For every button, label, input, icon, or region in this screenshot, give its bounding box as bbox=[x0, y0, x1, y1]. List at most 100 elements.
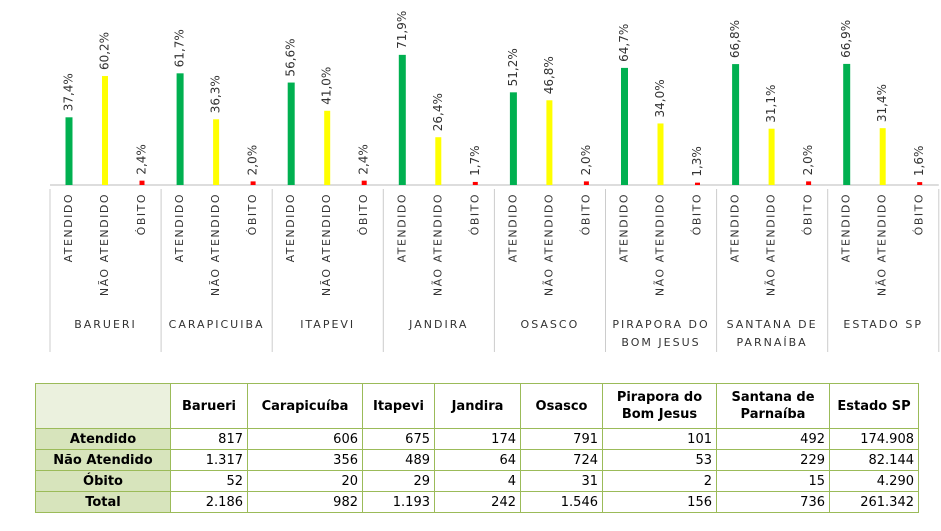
group-label: CARAPICUIBA bbox=[168, 318, 265, 331]
bar bbox=[657, 123, 664, 185]
group-label: PIRAPORA DO BOM JESUS bbox=[612, 318, 710, 349]
table-cell: 156 bbox=[602, 491, 717, 513]
category-label: ATENDIDO bbox=[284, 193, 297, 262]
category-label: ATENDIDO bbox=[173, 193, 186, 262]
value-label: 31,1% bbox=[764, 85, 778, 123]
value-label: 2,4% bbox=[135, 144, 149, 175]
value-label: 41,0% bbox=[320, 67, 334, 105]
table-cell: 982 bbox=[247, 491, 363, 513]
category-label: ATENDIDO bbox=[506, 193, 519, 262]
table-body: Atendido 817 606 675 174 791 101 492 174.908 Não … bbox=[35, 428, 919, 513]
chart: 37,4% ATENDIDO 60,2% NÃO ATENDIDO 2,4% ÓBITO 6… bbox=[49, 11, 940, 352]
bar bbox=[917, 182, 923, 185]
table-row: Total 2.186 982 1.193 242 1.546 156 736 261.342 bbox=[35, 491, 919, 513]
value-label: 31,4% bbox=[875, 84, 889, 122]
table-cell: 1.193 bbox=[362, 491, 435, 513]
bar bbox=[213, 119, 220, 185]
table-cell: 15 bbox=[716, 470, 830, 492]
category-label: NÃO ATENDIDO bbox=[98, 193, 111, 296]
category-label: ÓBITO bbox=[135, 193, 148, 235]
bar bbox=[806, 181, 812, 185]
column-header: Jandira bbox=[434, 383, 521, 429]
row-header: Óbito bbox=[35, 470, 171, 492]
value-label: 2,0% bbox=[801, 145, 815, 176]
category-label: ATENDIDO bbox=[729, 193, 742, 262]
column-header: Carapicuíba bbox=[247, 383, 363, 429]
bar bbox=[250, 181, 256, 185]
category-label: NÃO ATENDIDO bbox=[431, 193, 444, 296]
table-cell: 4.290 bbox=[829, 470, 919, 492]
bar bbox=[732, 64, 740, 185]
category-label: ÓBITO bbox=[468, 193, 481, 235]
bar bbox=[509, 92, 517, 185]
category-label: ATENDIDO bbox=[618, 193, 631, 262]
table-cell: 229 bbox=[716, 449, 830, 471]
table-cell: 2.186 bbox=[170, 491, 248, 513]
table-cell: 52 bbox=[170, 470, 248, 492]
category-label: ATENDIDO bbox=[62, 193, 75, 262]
bar bbox=[768, 128, 775, 185]
table-row: Atendido 817 606 675 174 791 101 492 174.908 bbox=[35, 428, 919, 450]
value-label: 1,3% bbox=[690, 146, 704, 177]
bar bbox=[695, 182, 700, 185]
category-label: ÓBITO bbox=[246, 193, 259, 235]
table-cell: 736 bbox=[716, 491, 830, 513]
table-cell: 489 bbox=[362, 449, 435, 471]
row-header: Não Atendido bbox=[35, 449, 171, 471]
value-label: 66,8% bbox=[728, 20, 742, 58]
table-cell: 64 bbox=[434, 449, 521, 471]
value-label: 51,2% bbox=[506, 48, 520, 86]
value-label: 71,9% bbox=[395, 11, 409, 49]
bar bbox=[361, 180, 367, 185]
table-cell: 261.342 bbox=[829, 491, 919, 513]
value-label: 61,7% bbox=[173, 29, 187, 67]
bar bbox=[102, 76, 108, 185]
column-header: Itapevi bbox=[362, 383, 435, 429]
group-label: ESTADO SP bbox=[843, 318, 923, 331]
bar bbox=[398, 54, 406, 186]
category-label: ÓBITO bbox=[802, 193, 815, 235]
table-cell: 675 bbox=[362, 428, 435, 450]
value-label: 46,8% bbox=[542, 56, 556, 94]
table-cell: 1.546 bbox=[520, 491, 603, 513]
category-label: ÓBITO bbox=[691, 193, 704, 235]
category-label: NÃO ATENDIDO bbox=[209, 193, 222, 296]
category-label: ÓBITO bbox=[579, 193, 592, 235]
value-label: 36,3% bbox=[209, 75, 223, 113]
row-header: Atendido bbox=[35, 428, 171, 450]
category-label: NÃO ATENDIDO bbox=[320, 193, 333, 296]
bar bbox=[65, 117, 73, 185]
header-row: Barueri Carapicuíba Itapevi Jandira Osasco Pi… bbox=[35, 383, 919, 429]
table-cell: 492 bbox=[716, 428, 830, 450]
value-label: 34,0% bbox=[653, 79, 667, 117]
table-cell: 174.908 bbox=[829, 428, 919, 450]
table-cell: 817 bbox=[170, 428, 248, 450]
table-cell: 29 bbox=[362, 470, 435, 492]
table-cell: 20 bbox=[247, 470, 363, 492]
row-header: Total bbox=[35, 491, 171, 513]
table-cell: 242 bbox=[434, 491, 521, 513]
value-label: 60,2% bbox=[98, 32, 112, 70]
table-cell: 724 bbox=[520, 449, 603, 471]
value-label: 26,4% bbox=[431, 93, 445, 131]
table-cell: 31 bbox=[520, 470, 603, 492]
group-label: JANDIRA bbox=[409, 318, 469, 331]
table-cell: 356 bbox=[247, 449, 363, 471]
bar bbox=[472, 181, 478, 185]
bar bbox=[176, 73, 184, 185]
value-label: 1,6% bbox=[912, 146, 926, 177]
group-label: ITAPEVI bbox=[300, 318, 356, 331]
bar bbox=[287, 82, 295, 185]
value-label: 37,4% bbox=[62, 73, 76, 111]
bar bbox=[324, 110, 331, 185]
corner-cell bbox=[35, 383, 171, 429]
category-label: ÓBITO bbox=[357, 193, 370, 235]
column-header: Pirapora do Bom Jesus bbox=[602, 383, 717, 429]
group-label: OSASCO bbox=[520, 318, 580, 331]
table-cell: 101 bbox=[602, 428, 717, 450]
category-label: NÃO ATENDIDO bbox=[654, 193, 667, 296]
bar bbox=[879, 128, 886, 185]
category-label: ATENDIDO bbox=[840, 193, 853, 262]
value-label: 2,0% bbox=[246, 145, 260, 176]
